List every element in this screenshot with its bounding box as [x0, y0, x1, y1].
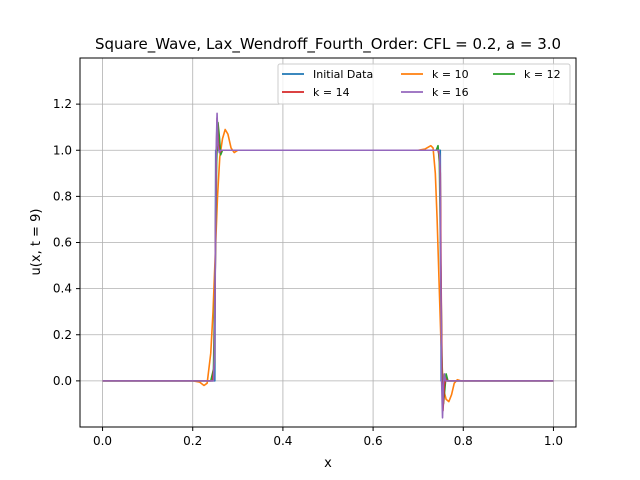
y-tick-label: 0.2 [53, 328, 72, 342]
series-layer [102, 112, 554, 419]
tick-layer: 0.0 0.2 0.4 0.6 0.8 1.0 0.0 0.2 0.4 0.6 0.8 1.0 1.2 [53, 97, 563, 448]
series-line [102, 117, 554, 412]
legend-label: k = 14 [313, 86, 350, 99]
x-tick-label: 0.4 [273, 434, 292, 448]
x-tick-label: 0.2 [183, 434, 202, 448]
legend: Initial Data k = 10 k = 12 k = 14 k = 16 [277, 63, 571, 105]
x-tick-label: 0.6 [364, 434, 383, 448]
x-tick-label: 0.8 [454, 434, 473, 448]
legend-label: k = 10 [432, 68, 469, 81]
series-line [102, 149, 554, 382]
y-tick-label: 0.6 [53, 236, 72, 250]
grid-layer [80, 58, 576, 427]
legend-label: k = 16 [432, 86, 469, 99]
series-line [102, 128, 554, 403]
chart-title: Square_Wave, Lax_Wendroff_Fourth_Order: … [95, 35, 561, 54]
legend-label: Initial Data [313, 68, 373, 81]
y-tick-label: 0.0 [53, 374, 72, 388]
x-tick-label: 1.0 [544, 434, 563, 448]
y-axis-label: u(x, t = 9) [29, 209, 44, 276]
series-line [102, 121, 554, 405]
series-line [102, 112, 554, 419]
y-tick-label: 0.8 [53, 189, 72, 203]
y-tick-label: 1.2 [53, 97, 72, 111]
x-tick-label: 0.0 [93, 434, 112, 448]
x-axis-label: x [324, 456, 332, 471]
y-tick-label: 0.4 [53, 282, 72, 296]
legend-label: k = 12 [524, 68, 561, 81]
y-tick-label: 1.0 [53, 143, 72, 157]
